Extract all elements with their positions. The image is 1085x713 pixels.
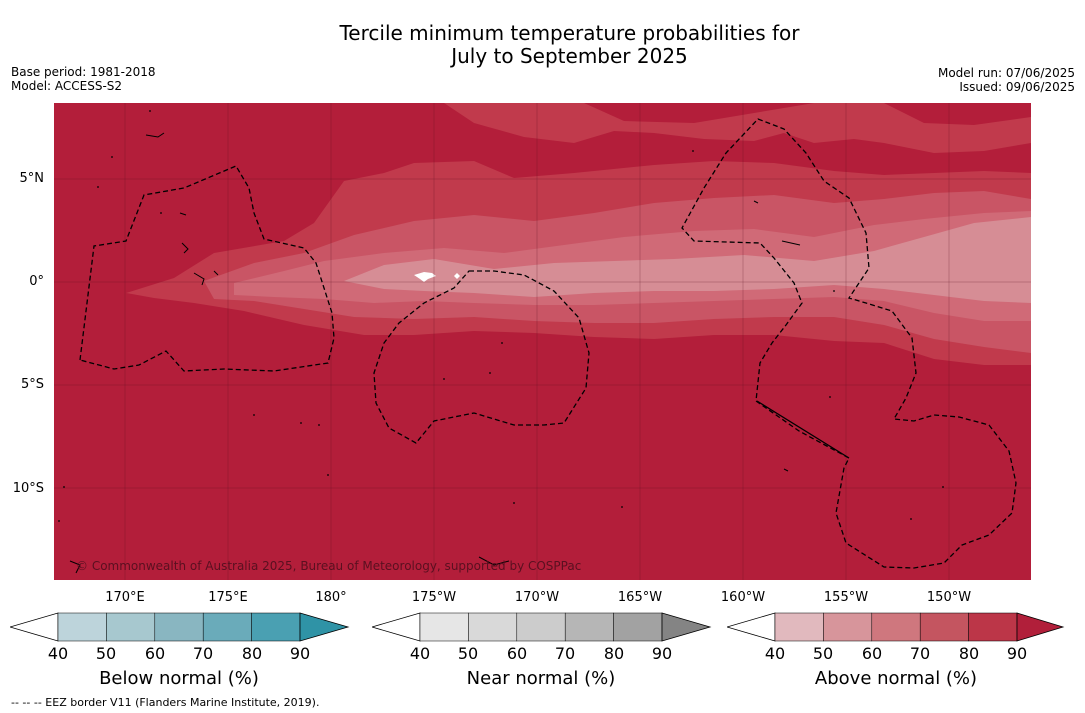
colorbar-near-normal (372, 612, 712, 642)
colorbar-below-normal (10, 612, 350, 642)
cb1-max-triangle (299, 612, 350, 642)
eez-kiribati-gilbert (79, 165, 335, 372)
lon-label-155w: 155°W (823, 590, 869, 605)
cb1-tick-90: 90 (289, 644, 311, 663)
colorbar-above-normal (727, 612, 1065, 642)
lat-label-10s: 10°S (12, 481, 44, 496)
band-70-north (444, 103, 1031, 153)
cb2-tick-80: 80 (603, 644, 625, 663)
title-line-2: July to September 2025 (451, 44, 688, 68)
cb3-tick-80: 80 (958, 644, 980, 663)
cb3-max-triangle (1016, 612, 1065, 642)
cb2-min-triangle (372, 612, 421, 642)
lon-label-170e: 170°E (105, 590, 145, 605)
cb1-tick-40: 40 (47, 644, 69, 663)
cb2-title: Near normal (%) (466, 668, 616, 689)
lon-label-150w: 150°W (926, 590, 972, 605)
cb1-tick-60: 60 (144, 644, 166, 663)
cb3-swatch-70 (919, 612, 969, 642)
cb2-tick-60: 60 (506, 644, 528, 663)
cb3-swatch-40 (774, 612, 824, 642)
lat-label-5n: 5°N (19, 171, 45, 186)
cb1-swatch-40 (57, 612, 107, 642)
lat-label-0: 0° (29, 274, 44, 289)
band-40 (344, 217, 1031, 303)
cb1-swatch-50 (106, 612, 156, 642)
cb1-swatch-70 (202, 612, 252, 642)
cb1-tick-50: 50 (95, 644, 117, 663)
lon-label-180: 180° (315, 590, 347, 605)
cb2-swatch-60 (516, 612, 566, 642)
copyright-notice: © Commonwealth of Australia 2025, Bureau… (76, 559, 582, 573)
meta-left: Base period: 1981-2018 Model: ACCESS-S2 (11, 65, 156, 93)
model-name: Model: ACCESS-S2 (11, 79, 123, 93)
probability-map (54, 103, 1031, 580)
cb3-tick-90: 90 (1006, 644, 1028, 663)
cb1-title: Below normal (%) (99, 668, 259, 689)
cb2-max-triangle (661, 612, 712, 642)
cb3-swatch-50 (823, 612, 873, 642)
lon-label-175w: 175°W (411, 590, 457, 605)
meta-right: Model run: 07/06/2025 Issued: 09/06/2025 (938, 66, 1075, 94)
cb3-title: Above normal (%) (814, 668, 978, 689)
eez-footer-note: -- -- -- EEZ border V11 (Flanders Marine… (11, 696, 320, 709)
issued-date: Issued: 09/06/2025 (959, 80, 1075, 94)
eez-tuvalu-phoenix (373, 270, 590, 444)
cb2-tick-40: 40 (409, 644, 431, 663)
cb2-swatch-70 (564, 612, 614, 642)
cb1-min-triangle (10, 612, 59, 642)
lon-label-160w: 160°W (720, 590, 766, 605)
cb2-swatch-50 (468, 612, 518, 642)
eez-line-islands (681, 118, 1017, 569)
eez-solid-segment (756, 400, 850, 459)
cb2-tick-90: 90 (651, 644, 673, 663)
title-line-1: Tercile minimum temperature probabilitie… (339, 21, 800, 45)
cb2-swatch-40 (419, 612, 469, 642)
near-normal-speck (454, 273, 460, 279)
model-run: Model run: 07/06/2025 (937, 66, 1075, 80)
islands (69, 132, 801, 574)
cb3-tick-50: 50 (812, 644, 834, 663)
lon-label-165w: 165°W (617, 590, 663, 605)
cb3-swatch-80 (968, 612, 1018, 642)
cb1-tick-80: 80 (241, 644, 263, 663)
eez-borders (79, 118, 1017, 569)
cb1-tick-70: 70 (192, 644, 214, 663)
base-period: Base period: 1981-2018 (11, 65, 156, 79)
lon-label-175e: 175°E (208, 590, 248, 605)
lon-label-170w: 170°W (514, 590, 560, 605)
cb3-tick-70: 70 (909, 644, 931, 663)
gridlines (54, 103, 1031, 580)
cb2-swatch-80 (613, 612, 663, 642)
cb3-tick-60: 60 (861, 644, 883, 663)
chart-title: Tercile minimum temperature probabilitie… (27, 22, 1085, 68)
cb2-tick-50: 50 (457, 644, 479, 663)
cb3-min-triangle (727, 612, 776, 642)
near-normal-patch (414, 272, 436, 282)
cb3-tick-40: 40 (764, 644, 786, 663)
cb1-swatch-60 (154, 612, 204, 642)
lat-label-5s: 5°S (20, 377, 44, 392)
cb2-tick-70: 70 (554, 644, 576, 663)
cb1-swatch-80 (251, 612, 301, 642)
island-dots (58, 110, 944, 522)
cb3-swatch-60 (871, 612, 921, 642)
